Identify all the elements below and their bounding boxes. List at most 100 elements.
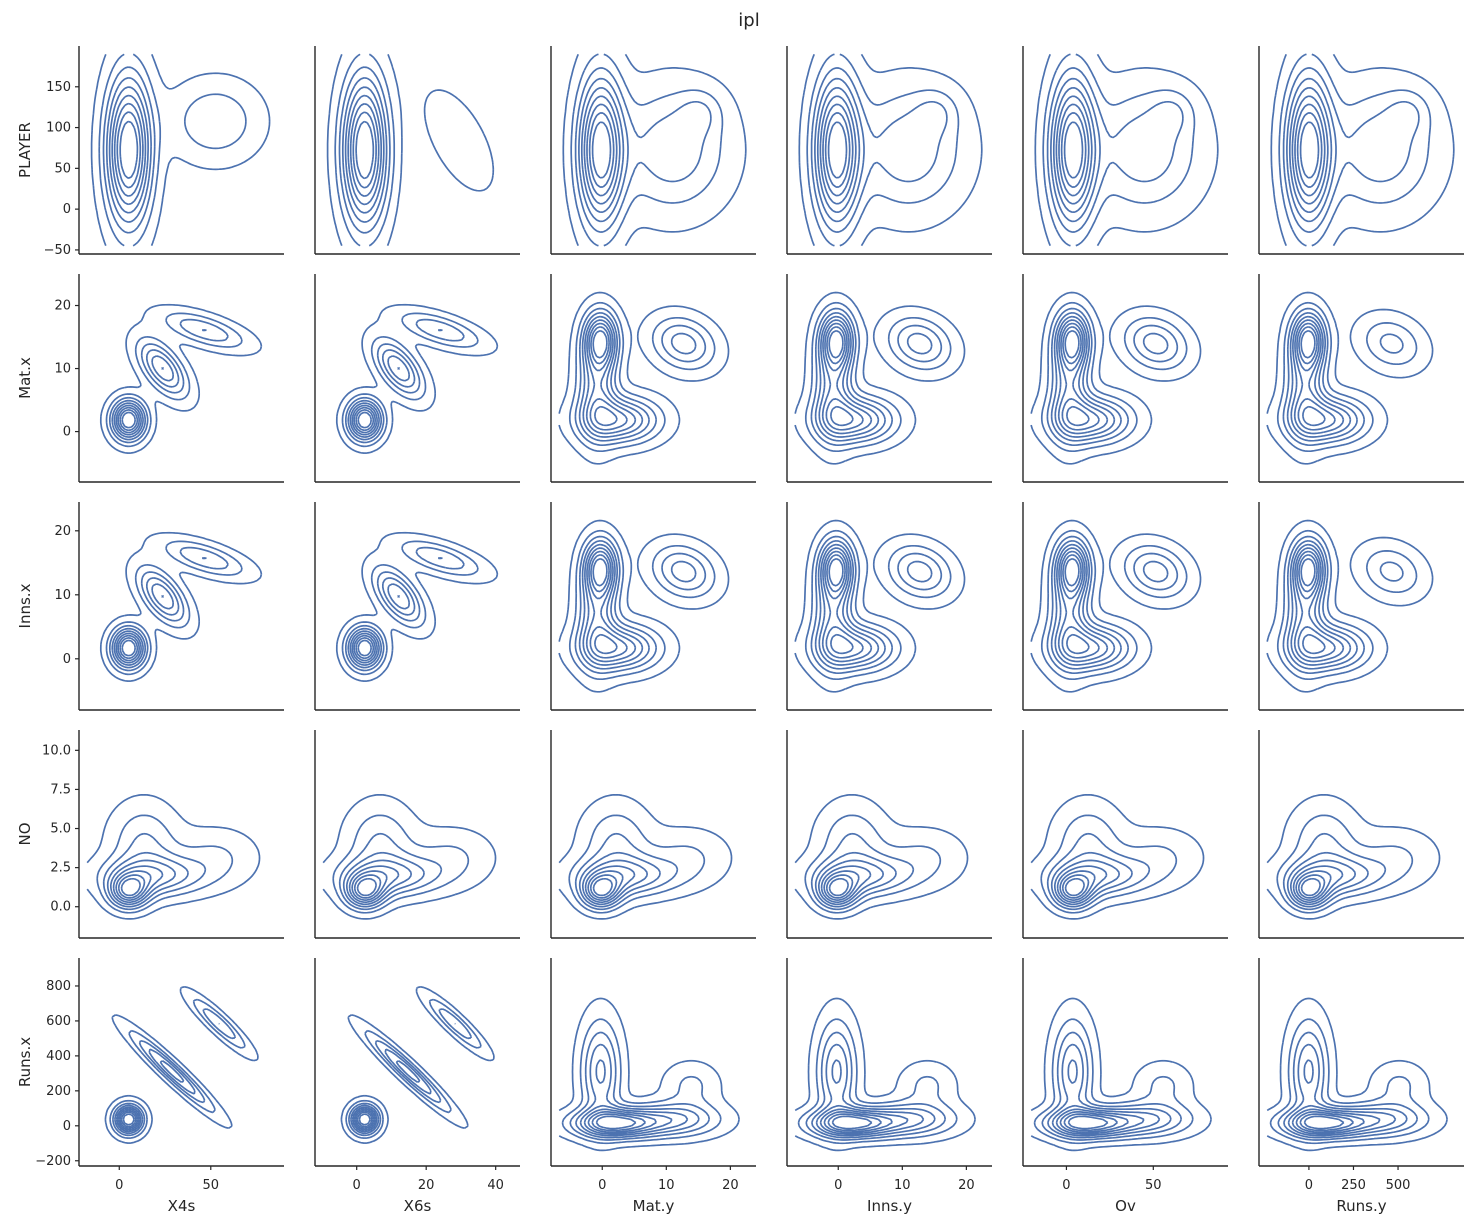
x-tick-label: 0 [115,1178,123,1193]
kde-contours [1270,53,1455,247]
x-tick-label: 50 [203,1178,220,1193]
x-tick-label: 250 [1341,1178,1366,1193]
x-tick-label: 20 [722,1178,739,1193]
y-tick-label: 0 [63,425,71,440]
panel-2-2 [550,502,756,711]
x-tick-label: 20 [958,1178,975,1193]
y-tick-label: 20 [54,299,71,314]
y-tick-label: 0 [63,652,71,667]
panel-3-5 [1258,730,1464,939]
panel-1-5 [1258,274,1464,483]
kde-contours [86,793,261,920]
kde-contours [1034,53,1219,247]
kde-contours [1266,997,1448,1152]
kde-contours [558,519,730,693]
chart-title: ipl [738,10,759,31]
panel-3-0: 0.0 2.5 5.0 7.5 10.0 NO [16,730,284,939]
kde-contours [794,519,966,693]
x-tick-label: 0 [353,1178,361,1193]
panel-1-0: 0 10 20 Mat.x [16,274,284,483]
y-tick-label: 100 [46,121,71,136]
y-tick-label: 5.0 [50,822,71,837]
panel-1-3 [786,274,992,483]
kde-contours [90,53,271,247]
x-axis-label: Mat.y [633,1197,675,1215]
x-tick-label: 40 [487,1178,504,1193]
y-tick-label: 150 [46,80,71,95]
y-axis-label: PLAYER [16,122,34,178]
x-tick-label: 0 [834,1178,842,1193]
y-tick-label: 200 [46,1084,71,1099]
kde-contours [1266,793,1441,920]
y-tick-label: 10 [54,588,71,603]
kde-contours [99,531,263,682]
panel-1-2 [550,274,756,483]
y-tick-label: −50 [44,243,71,258]
y-tick-label: 0 [63,1119,71,1134]
x-tick-label: 0 [1062,1178,1070,1193]
panel-2-3 [786,502,992,711]
y-tick-label: 0.0 [50,900,71,915]
y-axis-label: Mat.x [16,357,34,399]
panel-4-4: 0 50 Ov [1022,958,1228,1215]
panel-4-0: −200 0 200 400 600 800 Runs.x 0 50 X4s [16,958,284,1215]
kde-contours [1030,291,1202,465]
kde-contours [1266,291,1434,465]
y-tick-label: 0 [63,202,71,217]
y-tick-label: 7.5 [50,782,71,797]
y-axis-label: Runs.x [16,1037,34,1087]
x-tick-label: 10 [658,1178,675,1193]
kde-contours [1030,997,1212,1152]
kde-contours [794,997,976,1152]
x-axis-label: Inns.y [867,1197,912,1215]
panel-0-0: −50 0 50 100 150 PLAYER [16,46,284,258]
y-axis-label: NO [16,822,34,845]
panel-0-3 [786,46,992,255]
panel-1-1 [314,274,520,483]
x-axis-label: X6s [404,1197,432,1215]
kde-contours [1266,519,1434,693]
x-tick-label: 20 [418,1178,435,1193]
panel-0-2 [550,46,756,255]
x-tick-label: 50 [1145,1178,1162,1193]
kde-contours [798,53,983,247]
panel-2-1 [314,502,520,711]
panel-3-4 [1022,730,1228,939]
panel-4-3: 0 10 20 Inns.y [786,958,992,1215]
kde-contours [104,985,259,1144]
kde-contours [340,985,495,1144]
x-tick-label: 500 [1386,1178,1411,1193]
panel-1-4 [1022,274,1228,483]
panel-0-4 [1022,46,1228,255]
kde-contours [326,53,495,247]
panel-grid: −50050100150PLAYER01020Mat.x01020Inns.x0… [16,46,1464,1215]
kde-contours [558,793,733,920]
kde-contours [1030,793,1205,920]
kde-contours [99,303,263,454]
kde-contours [794,793,969,920]
y-tick-label: 400 [46,1049,71,1064]
kde-contours [558,291,730,465]
kde-contours [1030,519,1202,693]
y-tick-label: 600 [46,1014,71,1029]
panel-2-5 [1258,502,1464,711]
panel-0-1 [314,46,520,255]
panel-2-4 [1022,502,1228,711]
x-axis-label: X4s [168,1197,196,1215]
panel-3-3 [786,730,992,939]
y-tick-label: 10 [54,362,71,377]
y-tick-label: 2.5 [50,861,71,876]
y-tick-label: −200 [35,1154,71,1169]
x-axis-label: Ov [1115,1197,1136,1215]
panel-3-1 [314,730,520,939]
y-axis-label: Inns.x [16,583,34,628]
y-tick-label: 800 [46,979,71,994]
kde-contours [794,291,966,465]
kde-contours [562,53,747,247]
y-tick-label: 50 [54,161,71,176]
panel-2-0: 0 10 20 Inns.x [16,502,284,711]
y-tick-label: 20 [54,524,71,539]
kde-contours [322,793,497,920]
